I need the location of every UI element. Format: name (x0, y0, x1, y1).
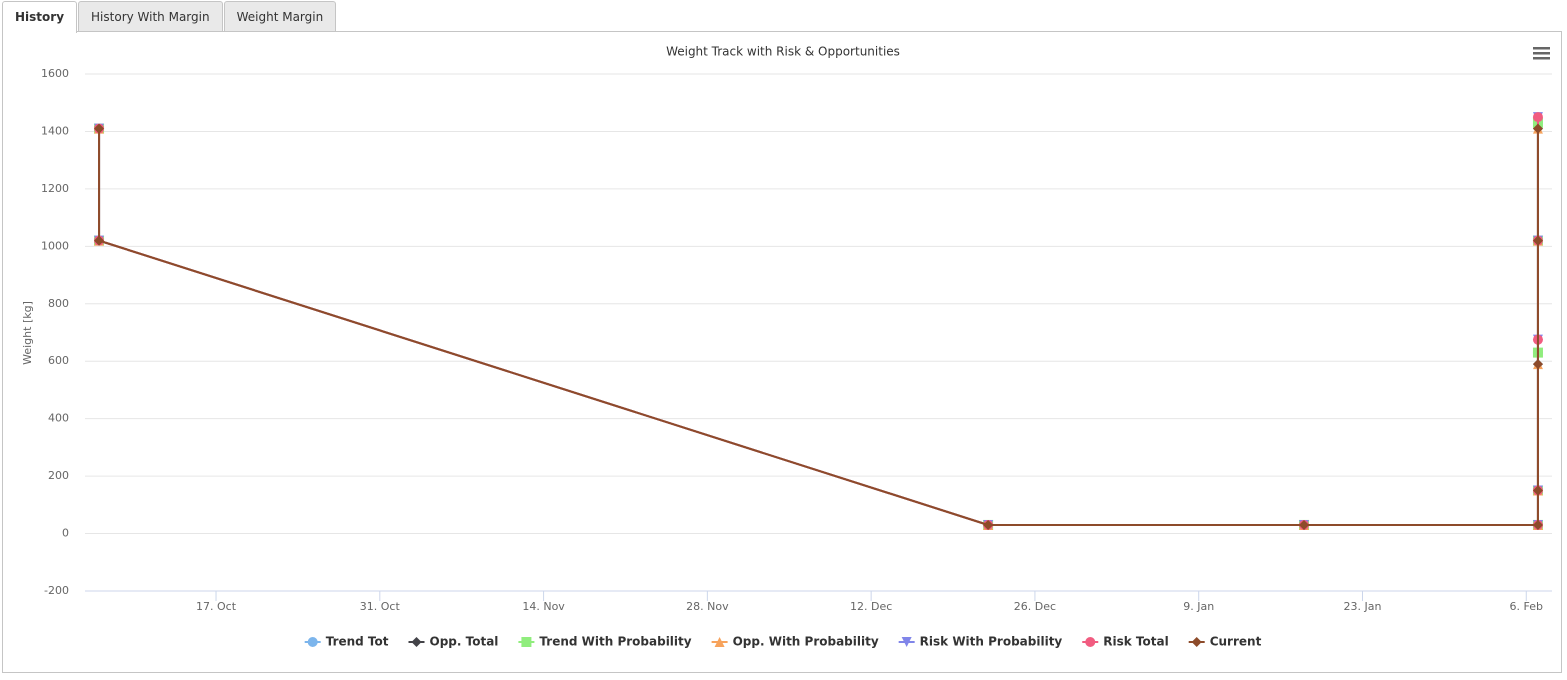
y-tick-label: 0 (62, 527, 69, 540)
legend-label: Trend With Probability (539, 635, 691, 649)
series-line (98, 128, 1539, 526)
x-tick-label: 17. Oct (196, 600, 237, 613)
legend-label: Opp. With Probability (733, 635, 879, 649)
tab[interactable]: Weight Margin (223, 1, 337, 32)
legend-label: Risk With Probability (920, 635, 1063, 649)
tab[interactable]: History (2, 1, 78, 33)
legend-item[interactable]: Opp. With Probability (711, 635, 879, 649)
x-tick-label: 9. Jan (1183, 600, 1214, 613)
tab-bar: History History With Margin Weight Margi… (2, 1, 337, 33)
legend-item[interactable]: Risk With Probability (898, 635, 1063, 649)
menu-bar (1533, 47, 1550, 50)
marker (1532, 123, 1543, 134)
legend-label: Current (1210, 635, 1262, 649)
legend-item[interactable]: Opp. Total (408, 635, 499, 649)
marker (1298, 519, 1309, 530)
series-line (98, 128, 1539, 526)
x-tick-label: 23. Jan (1344, 600, 1382, 613)
legend-label: Opp. Total (430, 635, 499, 649)
y-axis-label: Weight [kg] (21, 301, 34, 365)
y-tick-label: -200 (44, 584, 69, 597)
y-tick-label: 600 (48, 354, 69, 367)
marker (521, 637, 532, 647)
marker (1532, 485, 1543, 496)
y-tick-label: 800 (48, 297, 69, 310)
x-tick-label: 26. Dec (1014, 600, 1056, 613)
marker (901, 637, 912, 647)
legend-item[interactable]: Trend With Probability (518, 635, 692, 649)
menu-bar (1533, 57, 1550, 60)
y-tick-label: 1200 (41, 182, 69, 195)
x-tick-label: 6. Feb (1510, 600, 1543, 613)
y-tick-label: 1000 (41, 239, 69, 252)
series-line (98, 128, 1539, 526)
y-tick-label: 200 (48, 469, 69, 482)
marker (714, 637, 725, 647)
series-line (98, 117, 1539, 526)
tab-panel (2, 31, 1562, 673)
series-line (98, 122, 1539, 526)
x-tick-label: 28. Nov (686, 600, 729, 613)
marker (983, 519, 994, 530)
x-tick-label: 12. Dec (850, 600, 892, 613)
legend-item[interactable]: Risk Total (1082, 635, 1169, 649)
y-tick-label: 400 (48, 412, 69, 425)
legend-item[interactable]: Trend Tot (304, 635, 389, 649)
y-tick-label: 1600 (41, 67, 69, 80)
marker (94, 235, 105, 246)
marker (1532, 519, 1543, 530)
marker (1085, 637, 1096, 647)
x-tick-label: 14. Nov (522, 600, 565, 613)
marker (94, 123, 105, 134)
legend: Trend Tot Opp. Total Trend With Probabilit… (304, 635, 1262, 649)
marker (1191, 637, 1202, 647)
marker (1532, 112, 1543, 123)
chart-title: Weight Track with Risk & Opportunities (666, 45, 900, 59)
menu-button[interactable] (1533, 47, 1550, 60)
marker (411, 637, 422, 647)
menu-bar (1533, 52, 1550, 55)
legend-label: Risk Total (1103, 635, 1168, 649)
series-line (98, 122, 1539, 526)
legend-label: Trend Tot (326, 635, 389, 649)
y-tick-label: 1400 (41, 124, 69, 137)
marker (1532, 235, 1543, 246)
x-tick-label: 31. Oct (360, 600, 401, 613)
marker (307, 637, 318, 647)
legend-item[interactable]: Current (1188, 635, 1262, 649)
series-line (98, 117, 1539, 526)
marker (1532, 359, 1543, 370)
tab[interactable]: History With Margin (78, 1, 223, 32)
